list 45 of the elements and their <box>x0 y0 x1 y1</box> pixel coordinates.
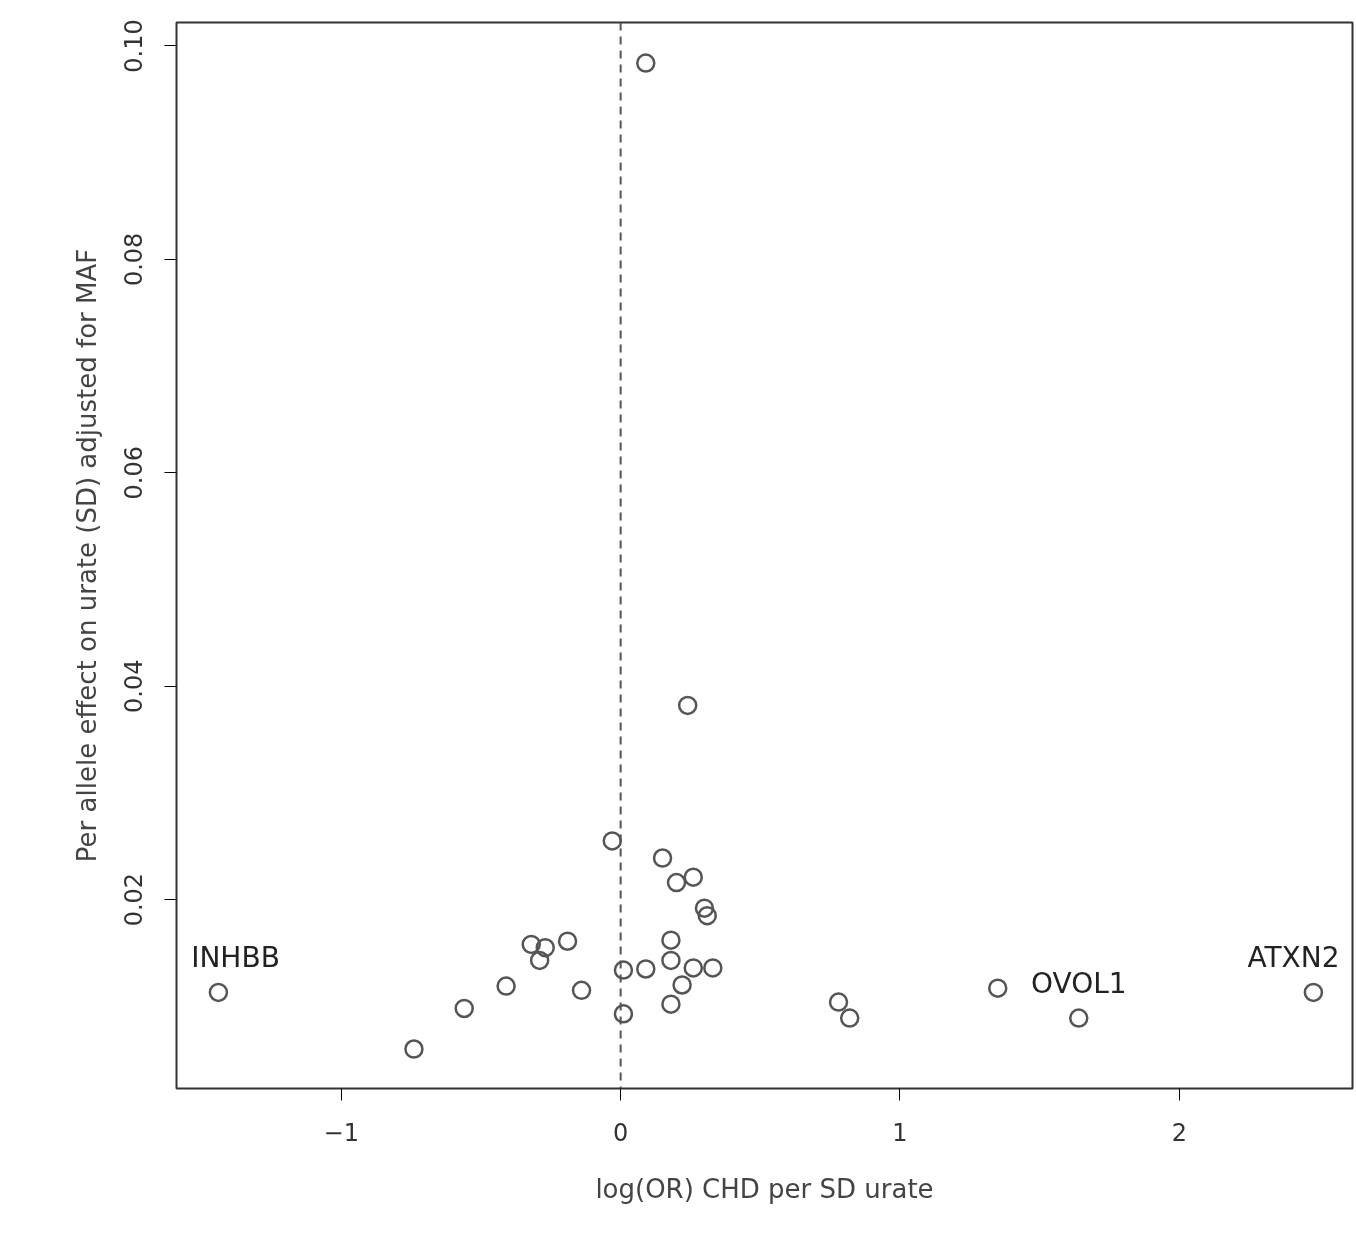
point <box>557 931 578 951</box>
point <box>1069 1008 1089 1028</box>
y-tick-label: 0.10 <box>120 19 149 73</box>
x-tick-label: 0 <box>613 1118 629 1147</box>
point <box>683 867 704 887</box>
y-tick-label: 0.02 <box>120 872 149 927</box>
point <box>1303 982 1324 1003</box>
point <box>652 848 673 868</box>
y-tick-label: 0.04 <box>120 659 149 713</box>
point <box>828 992 849 1012</box>
point <box>571 980 592 1001</box>
point <box>613 1004 634 1024</box>
annotation: INHBB <box>191 941 280 975</box>
annotation: OVOL1 <box>1030 967 1127 1001</box>
point <box>703 958 723 978</box>
y-tick-label: 0.06 <box>120 446 149 500</box>
point <box>697 905 717 926</box>
point <box>683 958 704 978</box>
y-axis-title: Per allele effect on urate (SD) adjusted for MAF <box>71 248 102 863</box>
annotation: ATXN2 <box>1247 941 1340 975</box>
point <box>521 934 542 955</box>
point <box>666 872 687 893</box>
point <box>636 959 656 979</box>
point <box>602 831 623 851</box>
point <box>636 53 656 73</box>
point <box>661 950 681 971</box>
point <box>661 930 681 950</box>
point <box>454 998 474 1019</box>
point <box>694 898 715 918</box>
point <box>529 950 550 971</box>
point <box>672 975 692 995</box>
y-tick-label: 0.08 <box>120 232 149 287</box>
point <box>613 960 634 980</box>
point <box>839 1008 860 1028</box>
x-tick-label: 1 <box>892 1118 908 1147</box>
point <box>987 978 1008 998</box>
point <box>404 1039 424 1059</box>
point <box>208 982 229 1003</box>
point <box>661 994 681 1014</box>
x-tick-label: −1 <box>323 1118 360 1147</box>
point <box>677 695 698 716</box>
x-tick-label: 2 <box>1171 1118 1187 1147</box>
point <box>496 976 516 996</box>
x-axis-title: log(OR) CHD per SD urate <box>595 1173 934 1204</box>
point <box>535 937 555 958</box>
